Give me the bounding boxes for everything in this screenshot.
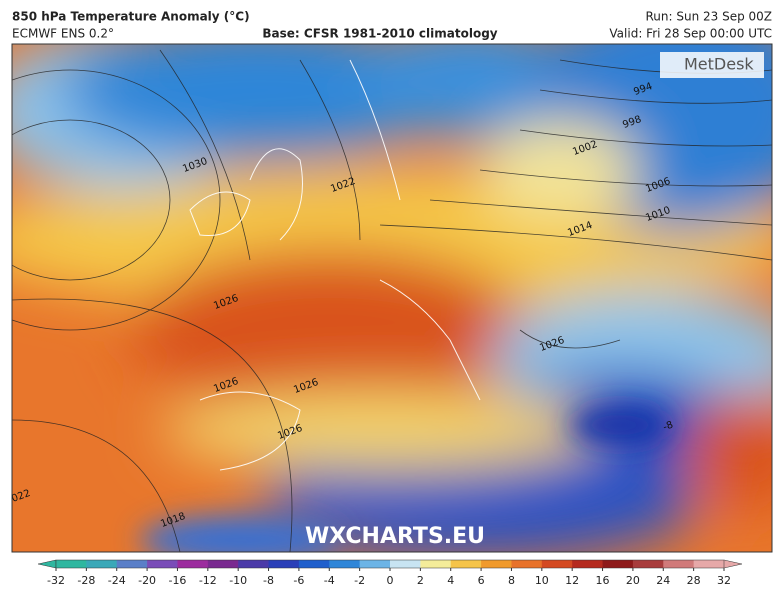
map-title: 850 hPa Temperature Anomaly (°C)	[12, 10, 250, 24]
colorbar-segment	[693, 560, 725, 568]
colorbar-segment	[298, 560, 330, 568]
colorbar-tick-label: -24	[108, 574, 126, 587]
logo-box	[660, 52, 764, 78]
colorbar-segment	[177, 560, 209, 568]
colorbar-tick-label: -12	[199, 574, 217, 587]
colorbar-tick-label: 0	[387, 574, 394, 587]
colorbar-tick-label: -2	[354, 574, 365, 587]
colorbar-tick-label: 2	[417, 574, 424, 587]
colorbar-segment	[390, 560, 421, 568]
valid-label: Valid: Fri 28 Sep 00:00 UTC	[609, 27, 772, 41]
colorbar-tick-label: 24	[656, 574, 670, 587]
colorbar-tick-label: -4	[324, 574, 335, 587]
colorbar-tick-label: -8	[263, 574, 274, 587]
colorbar-segment	[56, 560, 87, 568]
colorbar-segment	[268, 560, 300, 568]
colorbar-tick-label: 16	[596, 574, 610, 587]
colorbar-segment	[663, 560, 695, 568]
colorbar-segment	[238, 560, 270, 568]
logo: MetDesk	[684, 55, 754, 74]
colorbar-tick-label: 10	[535, 574, 549, 587]
colorbar-segment	[450, 560, 482, 568]
colorbar-segment	[86, 560, 118, 568]
colorbar-tick-label: 28	[687, 574, 701, 587]
colorbar-tick-label: -16	[168, 574, 186, 587]
colorbar-tick-label: -6	[293, 574, 304, 587]
colorbar-segment	[207, 560, 239, 568]
base-label: Base: CFSR 1981-2010 climatology	[262, 27, 497, 41]
colorbar-segment	[511, 560, 543, 568]
colorbar-segment	[147, 560, 178, 568]
colorbar: -32 -28 -24 -20 -16 -12 -10 -8 -6 -4 -2 0 2 4 6 8 10 12 16…	[37, 559, 743, 587]
colorbar-segment	[420, 560, 452, 568]
colorbar-segment	[541, 560, 573, 568]
colorbar-tick-label: 6	[478, 574, 485, 587]
colorbar-tick-label: -28	[77, 574, 95, 587]
colorbar-segment	[329, 560, 361, 568]
colorbar-segment	[359, 560, 391, 568]
isobar-label: -8	[662, 420, 675, 434]
colorbar-tick-label: 8	[508, 574, 515, 587]
colorbar-tick-label: -32	[47, 574, 65, 587]
colorbar-tick-label: 12	[565, 574, 579, 587]
colorbar-segment	[602, 560, 634, 568]
colorbar-tick-label: -20	[138, 574, 156, 587]
colorbar-tick-label: -10	[229, 574, 247, 587]
colorbar-segment	[632, 560, 664, 568]
map-field: 9949981002100610101014102210301026102610…	[12, 44, 772, 552]
colorbar-tick-label: 4	[447, 574, 454, 587]
colorbar-arrow-left	[37, 559, 57, 569]
run-label: Run: Sun 23 Sep 00Z	[645, 10, 772, 24]
colorbar-segment	[572, 560, 604, 568]
model-label: ECMWF ENS 0.2°	[12, 27, 114, 41]
colorbar-arrow-right	[723, 559, 743, 569]
map-frame	[11, 43, 773, 553]
colorbar-segment	[116, 560, 148, 568]
colorbar-tick-label: 20	[626, 574, 640, 587]
colorbar-segment	[481, 560, 512, 568]
colorbar-tick-label: 32	[717, 574, 731, 587]
watermark: WXCHARTS.EU	[305, 524, 485, 549]
